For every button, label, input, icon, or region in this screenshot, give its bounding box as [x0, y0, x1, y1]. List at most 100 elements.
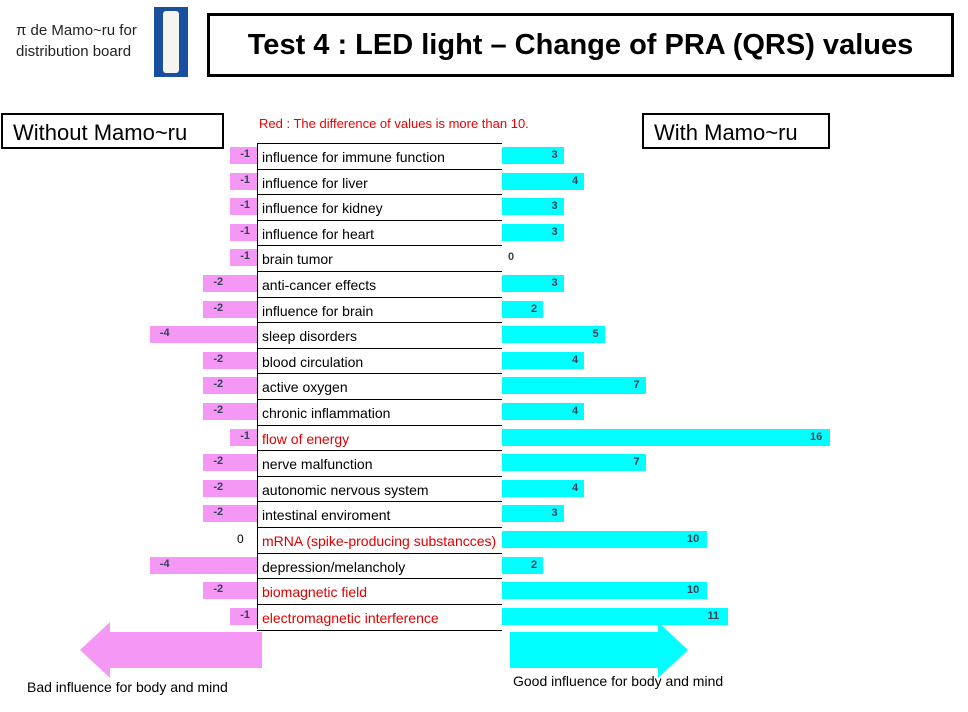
with-bar: [502, 377, 646, 395]
category-label: biomagnetic field: [257, 578, 502, 604]
with-value-label: 3: [551, 507, 558, 520]
with-bar: [502, 607, 728, 625]
with-value-label: 16: [810, 430, 823, 443]
category-label: electromagnetic interference: [257, 603, 502, 630]
with-value-label: 0: [508, 251, 515, 264]
with-bar: [502, 582, 707, 600]
without-value-label: -2: [213, 352, 224, 365]
without-bar: [203, 479, 257, 497]
page-title: Test 4 : LED light – Change of PRA (QRS)…: [207, 13, 954, 77]
without-value-label: -1: [240, 199, 250, 212]
with-bar: [502, 223, 564, 241]
with-value-label: 4: [572, 174, 579, 187]
without-value-label: -2: [213, 404, 224, 416]
with-value-label: 10: [687, 584, 700, 597]
without-value-label: -2: [213, 455, 224, 468]
left-arrow-icon: [80, 622, 262, 678]
without-bar: [149, 326, 257, 344]
good-influence-label: Good influence for body and mind: [513, 673, 724, 689]
category-label: influence for liver: [257, 168, 502, 195]
without-value-label: -1: [240, 429, 250, 442]
category-label: sleep disorders: [257, 322, 502, 348]
with-value-label: 3: [551, 200, 558, 213]
without-bar: [149, 556, 257, 574]
with-bar: [502, 300, 543, 318]
category-label: brain tumor: [257, 245, 502, 271]
category-label: intestinal enviroment: [257, 501, 502, 527]
with-value-label: 2: [531, 558, 538, 571]
without-value-label: -2: [213, 301, 224, 314]
without-bar: [230, 249, 257, 267]
without-value-label: -2: [213, 506, 224, 519]
bad-influence-label: Bad influence for body and mind: [27, 679, 228, 695]
without-bar: [230, 147, 257, 164]
caption-line: distribution board: [16, 43, 132, 60]
category-label: influence for heart: [257, 219, 502, 246]
category-label: anti-cancer effects: [257, 271, 502, 297]
with-bar: [502, 147, 564, 164]
category-label: blood circulation: [257, 347, 502, 374]
without-value-label: -2: [213, 583, 224, 596]
with-value-label: 3: [551, 225, 558, 238]
with-label: With Mamo~ru: [642, 113, 830, 149]
with-bar: [502, 326, 605, 344]
without-value-label: -1: [240, 173, 250, 186]
without-value-label: -4: [159, 557, 170, 570]
with-value-label: 5: [592, 328, 599, 341]
without-value-label: -1: [240, 224, 250, 237]
without-bar: [203, 454, 257, 472]
category-label: influence for brain: [257, 296, 502, 323]
without-value-label: -2: [213, 480, 224, 493]
category-label: mRNA (spike-producing substancces): [257, 527, 502, 553]
category-label: active oxygen: [257, 373, 502, 399]
without-bar: [203, 505, 257, 523]
with-value-label: 11: [707, 609, 720, 622]
table-bottom-border: [257, 630, 502, 631]
without-value-label: -1: [240, 608, 250, 621]
category-label: flow of energy: [257, 424, 502, 451]
with-value-label: 7: [633, 379, 640, 392]
category-label: chronic inflammation: [257, 399, 502, 425]
category-label: depression/melancholy: [257, 552, 502, 579]
with-bar: [502, 479, 584, 497]
without-value-label: -2: [213, 276, 224, 288]
category-label: autonomic nervous system: [257, 475, 502, 502]
without-bar: [230, 428, 257, 446]
with-bar: [502, 198, 564, 216]
with-value-label: 4: [572, 353, 579, 366]
without-bar: [230, 607, 257, 625]
product-caption: π de Mamo~ru for distribution board: [16, 20, 137, 62]
without-value-label: 0: [237, 532, 244, 546]
with-value-label: 3: [551, 149, 558, 161]
without-bar: [203, 403, 257, 420]
with-bar: [502, 505, 564, 523]
with-bar: [502, 531, 707, 548]
without-bar: [230, 172, 257, 190]
caption-line: π de Mamo~ru for: [16, 22, 137, 39]
with-bar: [502, 275, 564, 292]
without-bar: [203, 300, 257, 318]
with-bar: [502, 351, 584, 369]
with-value-label: 4: [572, 481, 579, 494]
with-value-label: 3: [551, 277, 558, 289]
legend-note: Red : The difference of values is more t…: [259, 116, 529, 131]
without-bar: [203, 377, 257, 395]
without-value-label: -4: [159, 327, 170, 340]
without-value-label: -2: [213, 378, 224, 391]
with-value-label: 7: [633, 456, 640, 469]
with-bar: [502, 403, 584, 420]
with-bar: [502, 172, 584, 190]
with-value-label: 2: [531, 302, 538, 315]
with-bar: [502, 454, 646, 472]
product-image: [154, 7, 188, 77]
with-value-label: 4: [572, 405, 579, 417]
category-label: influence for kidney: [257, 194, 502, 220]
without-bar: [230, 198, 257, 216]
right-arrow-icon: [510, 622, 688, 678]
category-label: influence for immune function: [257, 143, 502, 169]
without-value-label: -1: [240, 148, 250, 160]
without-bar: [203, 351, 257, 369]
category-label: nerve malfunction: [257, 450, 502, 476]
without-label: Without Mamo~ru: [1, 113, 224, 149]
